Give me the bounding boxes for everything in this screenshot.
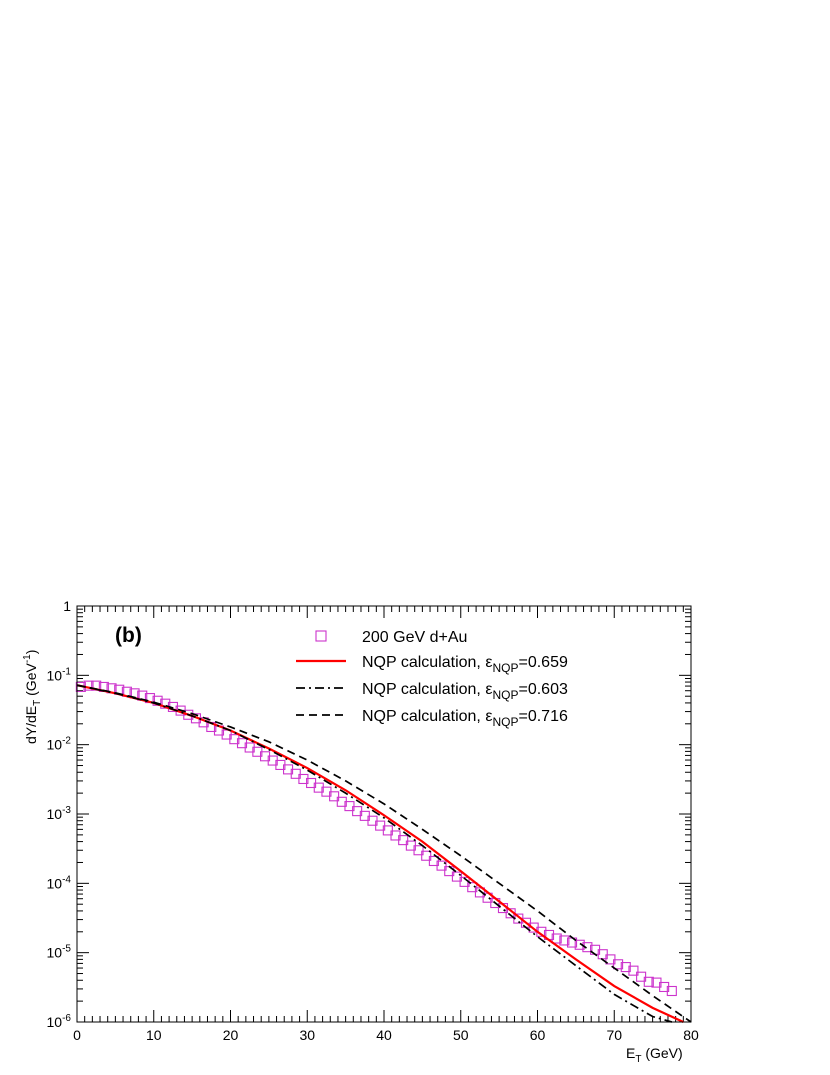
- data-point: [413, 845, 424, 856]
- x-tick-label: 60: [530, 1027, 546, 1043]
- y-axis-title: dY/dET (GeV-1): [22, 650, 43, 744]
- y-tick-label: 10-1: [47, 666, 72, 683]
- data-point: [436, 860, 447, 871]
- x-tick-label: 0: [73, 1027, 81, 1043]
- x-tick-label: 50: [453, 1027, 469, 1043]
- plot-frame: [76, 605, 692, 1023]
- data-point: [329, 791, 340, 802]
- data-point: [382, 825, 393, 836]
- legend-entry: NQP calculation, εNQP=0.659: [296, 654, 568, 675]
- data-point: [421, 850, 432, 861]
- data-point: [474, 887, 485, 898]
- data-point: [582, 942, 593, 953]
- axis-ticks: [76, 605, 692, 1023]
- x-tick-label: 30: [299, 1027, 315, 1043]
- panel-label: (b): [115, 624, 142, 647]
- x-tick-label: 80: [683, 1027, 699, 1043]
- data-point: [666, 985, 677, 997]
- y-tick-label: 1: [63, 598, 71, 614]
- data-point: [559, 935, 570, 946]
- x-tick-label: 70: [606, 1027, 622, 1043]
- y-tick-label: 10-6: [47, 1013, 72, 1030]
- legend-entry: NQP calculation, εNQP=0.603: [296, 681, 568, 702]
- legend-label: NQP calculation, εNQP=0.603: [362, 681, 568, 702]
- data-point: [613, 959, 624, 970]
- y-tick-label: 10-2: [47, 736, 72, 753]
- data-point: [597, 949, 608, 960]
- data-point: [628, 965, 639, 976]
- y-tick-label: 10-4: [47, 874, 72, 891]
- legend-label: NQP calculation, εNQP=0.716: [362, 708, 568, 729]
- data-point: [551, 933, 562, 944]
- y-tick-label: 10-3: [47, 805, 72, 822]
- data-point: [290, 768, 301, 779]
- data-point: [574, 939, 585, 950]
- series-layer: [75, 680, 692, 1023]
- legend: 200 GeV d+Au NQP calculation, εNQP=0.659 N…: [296, 629, 568, 729]
- legend-label: NQP calculation, εNQP=0.659: [362, 654, 568, 675]
- data-point: [451, 871, 462, 882]
- series-line-solid: [76, 684, 684, 1023]
- tick-labels: 0 10 20 30 40 50 60 70 80 10-6 10-5 10-4 10-3 10-2 10-…: [47, 598, 699, 1043]
- x-tick-label: 40: [376, 1027, 392, 1043]
- x-tick-label: 10: [146, 1027, 162, 1043]
- series-line-dashdot: [76, 684, 673, 1023]
- data-point: [620, 962, 631, 973]
- data-point: [636, 971, 647, 982]
- data-point: [643, 976, 654, 987]
- data-point: [467, 882, 478, 893]
- legend-marker: [315, 630, 327, 642]
- legend-entry: NQP calculation, εNQP=0.716: [296, 708, 568, 729]
- x-axis-title: ET (GeV): [626, 1045, 683, 1065]
- legend-label: 200 GeV d+Au: [362, 629, 467, 646]
- legend-entry: 200 GeV d+Au: [315, 629, 467, 646]
- y-tick-label: 10-5: [47, 944, 72, 961]
- x-tick-label: 20: [223, 1027, 239, 1043]
- series-line-dashed: [76, 684, 692, 1023]
- data-point: [398, 835, 409, 846]
